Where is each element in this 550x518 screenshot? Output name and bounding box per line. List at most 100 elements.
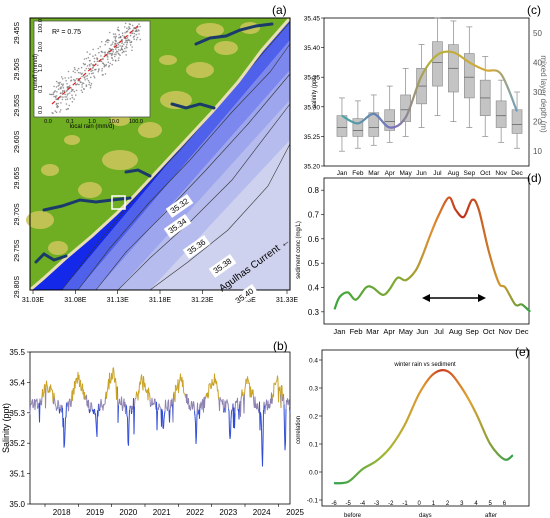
panel-b-segment <box>167 401 169 412</box>
inset-point <box>85 85 88 88</box>
panel-c-y-tick-right-label: 10 <box>533 147 542 156</box>
inset-x-tick-label: 0.0 <box>44 119 52 125</box>
panel-b-segment <box>193 401 195 404</box>
panel-b-segment <box>163 419 165 429</box>
panel-b-segment <box>247 376 249 380</box>
inset-point <box>72 70 75 73</box>
inset-point <box>75 83 77 86</box>
panel-e-frame <box>321 349 530 507</box>
inset-point <box>125 54 127 56</box>
panel-c-y-ticks: 35.20 35.25 35.30 35.35 35.40 35.45 <box>304 16 324 171</box>
panel-c-x-tick-label: Jun <box>416 170 427 177</box>
panel-b-segment <box>114 381 116 383</box>
panel-d-label: (d) <box>527 171 542 185</box>
panel-b-segment <box>234 401 236 414</box>
inset-point <box>53 95 55 98</box>
inset-point <box>99 45 101 48</box>
inset-x-tick-label: 10.0 <box>109 119 120 125</box>
inset-point <box>73 98 75 100</box>
panel-b-segment <box>116 386 118 400</box>
inset-point <box>66 82 68 85</box>
inset-ticks: 0.0 0.1 1.0 10.0 100.0 0.0 0.1 1.0 10.0 100.0 <box>38 19 143 125</box>
panel-b-segment <box>154 398 156 406</box>
panel-b-segment <box>164 411 166 415</box>
inset-point <box>65 96 68 98</box>
panel-b-segment <box>225 401 227 413</box>
panel-e-xsub-days: days <box>419 513 432 518</box>
inset-point <box>93 75 95 77</box>
inset-point <box>112 33 115 35</box>
panel-b-segment <box>46 384 48 388</box>
inset-point <box>61 92 64 94</box>
panel-c-salinity-line <box>341 50 519 129</box>
panel-b-segment <box>122 403 124 407</box>
inset-point <box>62 87 65 89</box>
panel-b-segment <box>72 389 74 401</box>
inset-point <box>81 72 83 75</box>
inset-point <box>109 62 111 65</box>
inset-point <box>113 53 116 56</box>
inset-point <box>98 51 100 54</box>
inset-point <box>74 68 76 71</box>
panel-b-segment <box>109 372 111 383</box>
panel-d-x-tick-label: Mar <box>366 327 379 336</box>
inset-point <box>60 86 62 88</box>
inset-point <box>133 26 135 29</box>
panel-b-segment <box>190 406 192 411</box>
inset-point <box>124 22 127 25</box>
inset-point <box>125 46 127 48</box>
inset-point <box>111 56 113 59</box>
panel-b-segment <box>161 409 163 413</box>
inset-point <box>103 66 105 68</box>
inset-point <box>119 45 121 47</box>
panel-b-x-tick-label: 2022 <box>186 508 204 517</box>
inset-point <box>133 32 136 35</box>
inset-point <box>105 64 107 67</box>
panel-e-x-tick-label: 5 <box>489 501 493 507</box>
panel-b-segment <box>53 392 55 399</box>
panel-b-segment <box>163 414 165 420</box>
inset-point <box>85 67 88 70</box>
panel-b-segment <box>237 397 239 411</box>
panel-b-segment <box>75 378 77 383</box>
panel-b-segment <box>263 401 265 406</box>
panel-b-segment <box>186 393 188 405</box>
panel-e-x-tick-label: 6 <box>503 501 507 507</box>
panel-d-arrow <box>422 294 486 302</box>
inset-point <box>118 33 120 36</box>
panel-a-map: 31.03E31.08E31.13E31.18E31.23E31.28E31.3… <box>14 3 298 308</box>
inset-point <box>102 57 104 60</box>
panel-b-segment <box>80 379 82 391</box>
panel-c-x-tick-label: Jul <box>433 170 442 177</box>
inset-point <box>136 36 139 39</box>
panel-c-x-tick-label: Feb <box>352 170 364 177</box>
panel-b-segment <box>43 384 45 392</box>
panel-b-segment <box>227 402 229 410</box>
inset-point <box>118 36 120 39</box>
panel-c-x-tick-label: Aug <box>448 170 460 177</box>
panel-e-label: (e) <box>515 345 530 359</box>
inset-point <box>70 76 72 78</box>
panel-b-segment <box>230 419 232 435</box>
inset-point <box>79 81 82 84</box>
inset-point <box>121 51 124 54</box>
boxplot-box <box>432 41 443 87</box>
panel-c-label: (c) <box>527 3 541 17</box>
panel-c-y-tick-label: 35.40 <box>304 45 321 52</box>
boxplot <box>368 94 380 146</box>
panel-e-x-ticks: -6 -5 -4 -3 -2 -1 0 1 2 3 4 5 6 <box>331 501 506 507</box>
inset-point <box>58 82 61 84</box>
inset-point <box>90 76 92 79</box>
panel-e-ylabel: correlation <box>296 416 302 444</box>
inset-point <box>90 82 93 85</box>
panel-c-x-tick-label: Mar <box>368 170 380 177</box>
map-y-tick-label: 29.65S <box>14 167 21 190</box>
inset-point <box>69 92 71 94</box>
inset-point <box>102 74 104 76</box>
inset-point <box>121 32 124 34</box>
panel-b-segment <box>209 383 211 386</box>
panel-b-segment <box>172 393 174 423</box>
inset-point <box>125 30 128 33</box>
inset-point <box>113 35 115 38</box>
panel-b-segment <box>283 393 285 405</box>
